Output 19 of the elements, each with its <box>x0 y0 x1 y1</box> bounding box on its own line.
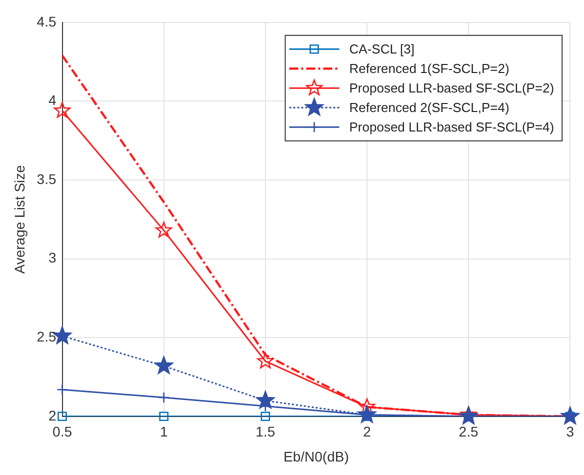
x-tick-label: 2.5 <box>458 424 478 440</box>
y-tick-label: 3 <box>48 250 56 266</box>
y-tick-label: 4.5 <box>36 13 56 30</box>
legend-label: Proposed LLR-based SF-SCL(P=4) <box>349 120 554 135</box>
legend-label: CA-SCL [3] <box>349 42 415 57</box>
y-tick-label: 2.5 <box>36 328 56 344</box>
y-tick-label: 2 <box>48 407 56 424</box>
legend-label: Referenced 2(SF-SCL,P=4) <box>349 100 510 116</box>
y-tick-label: 4 <box>48 92 56 108</box>
legend-label: Proposed LLR-based SF-SCL(P=2) <box>349 80 554 96</box>
y-tick-label: 3.5 <box>36 170 56 187</box>
x-tick-label: 0.5 <box>52 424 72 440</box>
x-tick-label: 2 <box>363 424 372 440</box>
x-axis-title: Eb/N0(dB) <box>284 448 349 464</box>
x-tick-label: 1.5 <box>256 424 276 440</box>
x-tick-label: 1 <box>160 424 168 440</box>
x-tick-label: 3 <box>566 424 574 440</box>
y-axis-title: Average List Size <box>11 164 28 274</box>
legend-label: Referenced 1(SF-SCL,P=2) <box>349 61 510 76</box>
